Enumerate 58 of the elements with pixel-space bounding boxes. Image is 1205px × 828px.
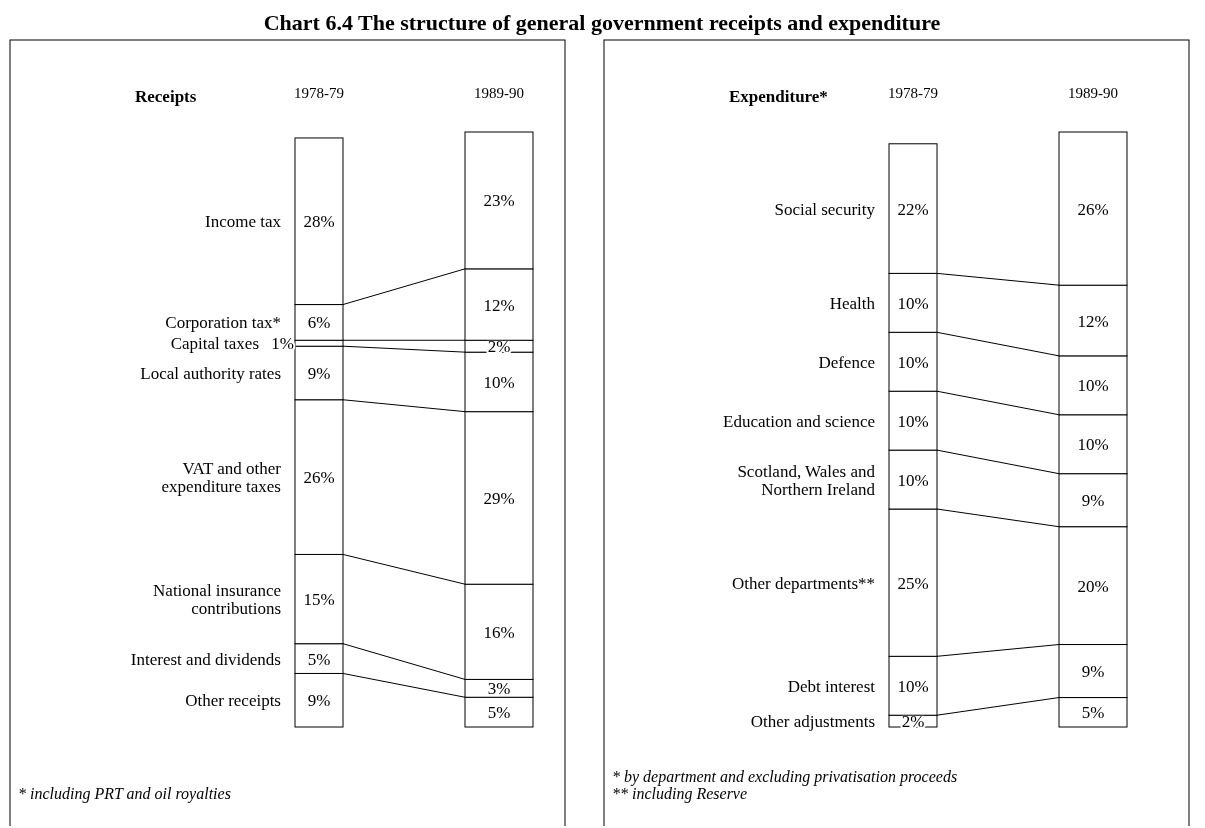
chart-title: Receipts bbox=[135, 87, 197, 106]
series-label: Defence bbox=[818, 352, 875, 372]
data-label: 2% bbox=[487, 337, 511, 357]
x-tick-label: 1978-79 bbox=[294, 85, 344, 101]
data-label: 5% bbox=[307, 649, 331, 669]
data-label: 9% bbox=[307, 691, 331, 711]
text: ** including Reserve bbox=[612, 785, 748, 803]
x-tick-label: 1978-79 bbox=[888, 85, 938, 101]
series-label: National insurance contributions bbox=[153, 581, 281, 619]
data-label: 1% bbox=[271, 334, 294, 354]
data-label: 28% bbox=[303, 212, 335, 232]
data-label: 5% bbox=[487, 703, 511, 723]
series-label: Social security bbox=[774, 199, 876, 219]
data-label: 10% bbox=[897, 352, 929, 372]
series-label: Scotland, Wales and Northern Ireland bbox=[737, 461, 876, 499]
caption: Chart 6.4 The structure of general government receipts and expenditure bbox=[263, 10, 941, 35]
data-label: 25% bbox=[897, 573, 929, 593]
data-label: 2% bbox=[901, 712, 925, 732]
series-label: Education and science bbox=[723, 411, 875, 431]
data-label: 5% bbox=[1081, 703, 1105, 723]
series-label: VAT and other expenditure taxes bbox=[161, 459, 282, 497]
data-label: 3% bbox=[487, 679, 511, 699]
text: * including PRT and oil royalties bbox=[18, 785, 231, 803]
data-label: 22% bbox=[897, 199, 929, 219]
data-label: 16% bbox=[483, 622, 515, 642]
data-label: 10% bbox=[1077, 435, 1109, 455]
data-label: 10% bbox=[897, 470, 929, 490]
series-label: Health bbox=[829, 293, 876, 313]
series-label: Income tax bbox=[205, 212, 282, 232]
data-label: 10% bbox=[1077, 376, 1109, 396]
data-label: 10% bbox=[483, 372, 515, 392]
data-label: 12% bbox=[1077, 311, 1109, 331]
data-label: 10% bbox=[897, 293, 929, 313]
data-label: 26% bbox=[1077, 199, 1109, 219]
text: * by department and excluding privatisation proceeds bbox=[612, 768, 958, 786]
data-label: 23% bbox=[483, 191, 515, 211]
x-tick-label: 1989-90 bbox=[474, 85, 524, 101]
data-label: 9% bbox=[1081, 662, 1105, 682]
data-label: 29% bbox=[483, 488, 515, 508]
x-tick-label: 1989-90 bbox=[1068, 85, 1118, 101]
series-label: Local authority rates bbox=[140, 363, 281, 383]
data-label: 20% bbox=[1077, 576, 1109, 596]
data-label: 9% bbox=[307, 363, 331, 383]
data-label: 12% bbox=[483, 295, 515, 315]
series-label: Other receipts bbox=[185, 691, 281, 711]
chart-title: Expenditure* bbox=[729, 87, 828, 106]
data-label: 6% bbox=[307, 313, 331, 333]
data-label: 10% bbox=[897, 676, 929, 696]
series-label: Interest and dividends bbox=[130, 649, 281, 669]
series-label: Other departments** bbox=[731, 573, 875, 593]
text: Capital taxes bbox=[170, 334, 259, 354]
series-label: Other adjustments bbox=[750, 712, 875, 732]
data-label: 26% bbox=[303, 468, 335, 488]
data-label: 10% bbox=[897, 411, 929, 431]
data-label: 9% bbox=[1081, 491, 1105, 511]
series-label: Debt interest bbox=[787, 676, 876, 696]
series-label: Corporation tax* bbox=[165, 313, 281, 333]
data-label: 15% bbox=[303, 590, 335, 610]
